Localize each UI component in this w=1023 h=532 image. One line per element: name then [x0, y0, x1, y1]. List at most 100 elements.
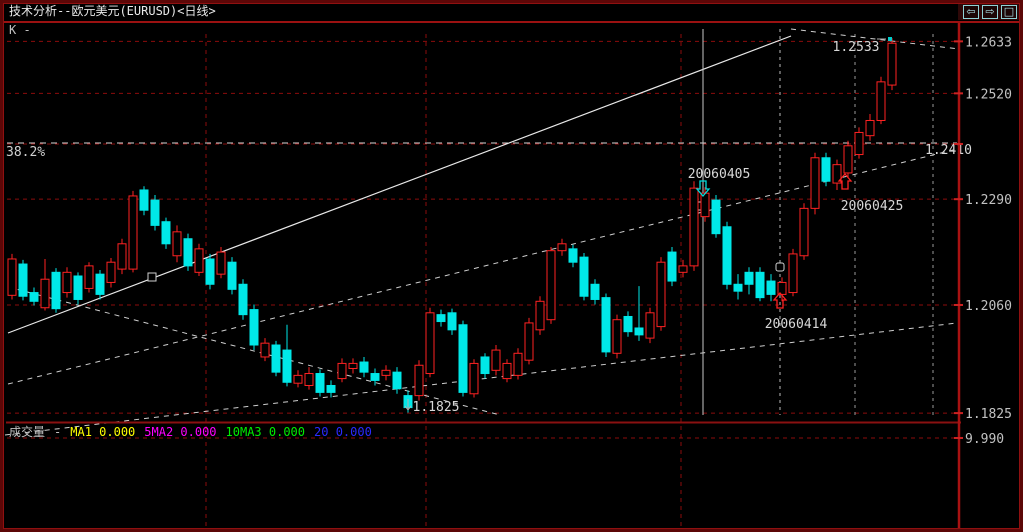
candle-body	[205, 258, 215, 285]
candle-body	[788, 253, 798, 294]
candle-body	[73, 275, 83, 300]
prev-chart-button[interactable]: ⇦	[963, 4, 979, 19]
candle-body	[359, 361, 369, 373]
candle-body	[579, 256, 589, 297]
candle-body	[689, 187, 699, 267]
candle-body	[161, 221, 171, 245]
candle-body	[777, 281, 787, 295]
candle-body	[656, 261, 666, 328]
candle-body	[799, 207, 809, 257]
candle-body	[249, 309, 259, 346]
y-axis-label: 1.2290	[965, 193, 1012, 208]
candle-body	[117, 243, 127, 270]
annotation-20060425: 20060425	[841, 199, 904, 214]
candle-body	[370, 373, 380, 381]
candle-body	[711, 199, 721, 235]
restore-window-button[interactable]: □	[1001, 4, 1017, 19]
candle-body	[106, 261, 116, 283]
arrow-down-icon	[695, 180, 711, 197]
candle-body	[84, 265, 94, 289]
trendline-channel-support	[7, 148, 958, 385]
candle-body	[645, 312, 655, 339]
candle-body	[667, 251, 677, 282]
candle-body	[535, 300, 545, 331]
candle-body	[282, 349, 292, 383]
titlebar-button-strip: ⇦ ⇨ □	[958, 3, 1020, 20]
y-axis-label: 1.2520	[965, 87, 1012, 102]
volume-pane-header: 成交量 - MA1 0.000 5MA2 0.000 10MA3 0.000 20 0.0…	[9, 423, 381, 440]
candle-body	[491, 349, 501, 371]
last-price-dot	[888, 37, 892, 41]
candle-body	[194, 248, 204, 273]
candle-body	[128, 195, 138, 270]
candle-body	[337, 362, 347, 380]
candle-body	[227, 261, 237, 290]
candle-body	[18, 263, 28, 297]
candle-body	[876, 81, 886, 121]
candlestick-chart: 38.2% 1.2410 20060405 20060414 20060425 1.253…	[4, 23, 1012, 529]
y-axis-label: 1.1825	[965, 407, 1012, 422]
title-separator	[3, 21, 1020, 23]
trendline-handle[interactable]	[147, 272, 157, 282]
candle-body	[293, 374, 303, 384]
ma2-value: 5MA2 0.000	[144, 425, 217, 439]
ma1-value: MA1 0.000	[70, 425, 136, 439]
candle-body	[29, 292, 39, 302]
candle-body	[678, 265, 688, 273]
candle-body	[755, 271, 765, 299]
candle-body	[568, 248, 578, 263]
candle-body	[865, 119, 875, 137]
candle-body	[51, 271, 61, 310]
candle-body	[304, 373, 314, 386]
candle-body	[425, 312, 435, 375]
candle-body	[843, 145, 853, 174]
volume-axis-label: 9.990	[965, 432, 1004, 447]
candle-body	[271, 344, 281, 373]
candle-body	[524, 322, 534, 361]
annotation-20060405: 20060405	[688, 167, 751, 182]
candle-body	[95, 273, 105, 295]
candle-body	[612, 319, 622, 354]
ma3-value: 10MA3 0.000	[225, 425, 306, 439]
candle-body	[458, 324, 468, 393]
trendline-wedge-support	[4, 322, 958, 436]
arrow-up-icon	[837, 173, 853, 190]
y-axis-label: 1.2060	[965, 299, 1012, 314]
candle-body	[744, 271, 754, 285]
next-chart-button[interactable]: ⇨	[982, 4, 998, 19]
candle-body	[623, 315, 633, 333]
candle-body	[238, 283, 248, 316]
candle-body	[381, 369, 391, 376]
candle-body	[634, 327, 644, 336]
candle-body	[590, 283, 600, 300]
candle-body	[139, 189, 149, 211]
candle-body	[216, 251, 226, 275]
annotation-20060414: 20060414	[765, 317, 828, 332]
candle-body	[601, 297, 611, 353]
candle-body	[172, 231, 182, 257]
candle-body	[436, 314, 446, 323]
candle-body	[150, 199, 160, 226]
candle-body	[7, 258, 17, 296]
candle-body	[546, 250, 556, 321]
candle-body	[62, 271, 72, 294]
candle-body	[700, 192, 710, 218]
candle-body	[854, 131, 864, 156]
annotation-1.1825: 1.1825	[413, 400, 460, 415]
candle-body	[315, 373, 325, 393]
arrow-up-icon	[772, 292, 788, 309]
candle-body	[480, 356, 490, 375]
candle-body	[810, 157, 820, 209]
candle-body	[414, 364, 424, 397]
trendline-main-uptrend	[7, 35, 792, 334]
candle-body	[40, 278, 50, 309]
arrow-small-down-icon	[404, 399, 412, 411]
fib-price-label: 1.2410	[925, 143, 972, 158]
candle-body	[183, 238, 193, 267]
vertical-line-handle[interactable]	[775, 262, 785, 272]
candle-body	[469, 362, 479, 395]
title-bar: 技术分析--欧元美元(EURUSD)<日线> ⇦ ⇨ □	[3, 3, 1020, 20]
ma4-value: 20 0.000	[314, 425, 372, 439]
window-title: 技术分析--欧元美元(EURUSD)<日线>	[9, 4, 216, 18]
